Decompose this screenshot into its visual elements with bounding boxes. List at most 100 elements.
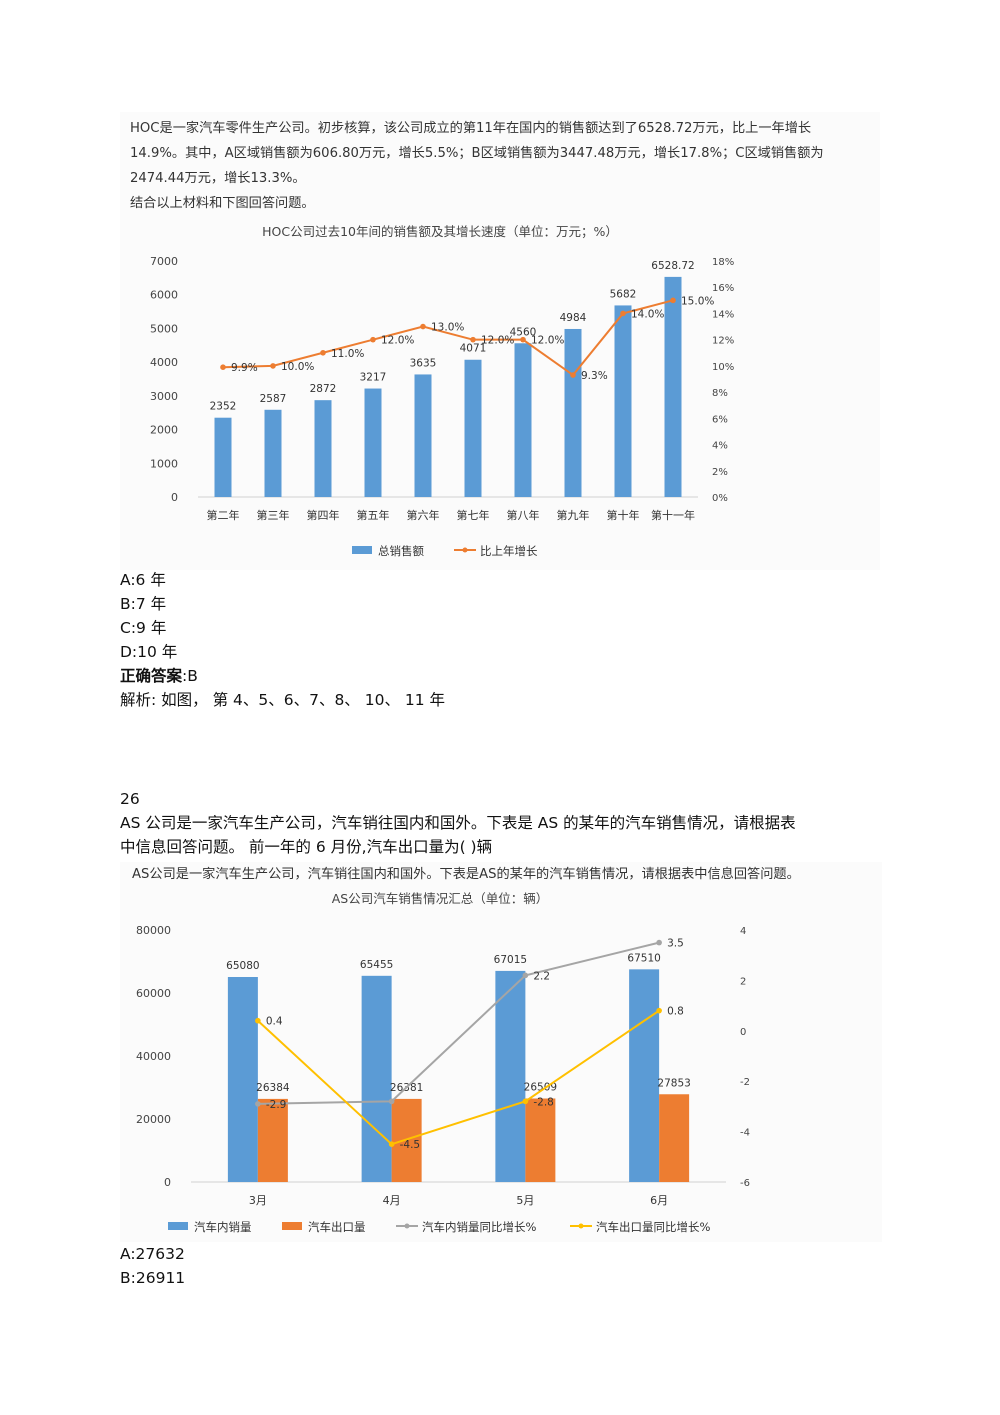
y-tick-label-left: 7000 [150, 255, 178, 268]
line-data-label: 13.0% [431, 322, 464, 334]
bar [495, 970, 526, 1182]
hoc-intro-line: 结合以上材料和下图回答问题。 [130, 196, 315, 211]
bar-data-label: 3635 [410, 357, 437, 369]
question-number: 26 [120, 790, 140, 808]
line-point [255, 1101, 261, 1107]
x-tick-label: 第七年 [457, 508, 490, 522]
legend-swatch-marker [462, 547, 468, 553]
line-data-label: 12.0% [381, 335, 414, 347]
hoc-intro-line: 2474.44万元，增长13.3%。 [130, 171, 306, 186]
y-tick-label-right: 16% [712, 283, 734, 294]
line-data-label: 11.0% [331, 348, 364, 360]
line-data-label: 9.3% [581, 370, 608, 382]
figure-as: AS公司是一家汽车生产公司，汽车销往国内和国外。下表是AS的某年的汽车销售情况，… [120, 862, 882, 1242]
line-data-label: 14.0% [631, 308, 664, 320]
bar-data-label: 2352 [210, 401, 237, 413]
bar-data-label: 2872 [310, 383, 337, 395]
bar [564, 328, 582, 497]
y-tick-label-left: 3000 [150, 390, 178, 403]
y-tick-label-left: 2000 [150, 424, 178, 437]
bar-data-label: 4560 [510, 326, 537, 338]
y-tick-label-left: 40000 [136, 1050, 171, 1063]
bar-data-label: 2587 [260, 393, 287, 405]
bar [214, 417, 232, 497]
x-tick-label: 5月 [516, 1194, 534, 1207]
line-data-label: -2.8 [533, 1096, 554, 1108]
line-point [370, 336, 376, 343]
hoc-intro-line: HOC是一家汽车零件生产公司。初步核算，该公司成立的第11年在国内的销售额达到了… [130, 121, 812, 136]
line-point [520, 336, 526, 343]
line-data-label: 12.0% [481, 335, 514, 347]
y-tick-label-left: 0 [164, 1176, 171, 1189]
x-tick-label: 第二年 [207, 508, 240, 522]
x-tick-label: 第五年 [357, 508, 390, 522]
legend-swatch [352, 546, 372, 554]
bar-data-label: 26384 [256, 1082, 290, 1094]
y-tick-label-left: 1000 [150, 457, 178, 470]
analysis: 解析: 如图， 第 4、5、6、7、8、 10、 11 年 [120, 691, 446, 709]
line-point [388, 1098, 395, 1105]
y-tick-label-right: 8% [712, 388, 728, 399]
hoc-intro: HOC是一家汽车零件生产公司。初步核算，该公司成立的第11年在国内的销售额达到了… [130, 116, 875, 216]
chart-title: AS公司汽车销售情况汇总（单位：辆） [332, 891, 549, 906]
bar [414, 374, 432, 497]
y-tick-label-right: 0 [740, 1027, 746, 1038]
line-point [620, 310, 626, 317]
y-tick-label-right: 6% [712, 414, 728, 425]
series-line [257, 941, 660, 1105]
legend-label: 总销售额 [378, 544, 424, 558]
question-text: 中信息回答问题。 前一年的 6 月份,汽车出口量为( )辆 [120, 838, 493, 856]
bar-data-label: 4071 [460, 343, 487, 355]
y-tick-label-left: 6000 [150, 289, 178, 302]
line-point [255, 1017, 261, 1024]
bar [514, 343, 532, 497]
legend-swatch [282, 1222, 302, 1230]
bar-data-label: 65455 [360, 959, 393, 971]
hoc-intro-line: 14.9%。其中，A区域销售额为606.80万元，增长5.5%；B区域销售额为3… [130, 146, 824, 161]
bar [391, 1098, 422, 1182]
x-tick-label: 3月 [249, 1194, 267, 1207]
bar [227, 976, 258, 1182]
y-tick-label-right: 0% [712, 493, 728, 504]
figure-hoc: HOC是一家汽车零件生产公司。初步核算，该公司成立的第11年在国内的销售额达到了… [120, 112, 880, 570]
line-point [522, 1098, 529, 1105]
y-tick-label-right: 18% [712, 257, 734, 268]
line-point [270, 363, 276, 369]
legend-swatch [168, 1222, 188, 1230]
line-data-label: 0.8 [667, 1006, 684, 1018]
y-tick-label-right: 4% [712, 441, 728, 452]
line-point [420, 323, 426, 330]
line-data-label: 10.0% [281, 361, 314, 373]
y-tick-label-right: -2 [740, 1077, 750, 1088]
line-data-label: 0.4 [266, 1016, 283, 1028]
line-point [220, 364, 226, 370]
bar-data-label: 67510 [627, 952, 660, 964]
bar [364, 388, 382, 497]
x-tick-label: 第四年 [307, 508, 340, 522]
y-tick-label-right: 12% [712, 336, 734, 347]
y-tick-label-right: -4 [740, 1128, 750, 1139]
bar-data-label: 65080 [226, 960, 259, 972]
line-point [656, 1007, 662, 1014]
bar-data-label: 5682 [610, 288, 637, 300]
y-tick-label-left: 60000 [136, 987, 171, 1000]
bar [629, 969, 660, 1182]
x-tick-label: 第三年 [257, 508, 290, 522]
line-data-label: -2.9 [266, 1099, 287, 1111]
as-figure-caption: AS公司是一家汽车生产公司，汽车销往国内和国外。下表是AS的某年的汽车销售情况，… [132, 867, 800, 882]
line-data-label: 2.2 [533, 970, 550, 982]
x-tick-label: 第八年 [507, 508, 540, 522]
y-tick-label-left: 80000 [136, 924, 171, 937]
x-tick-label: 4月 [383, 1194, 401, 1207]
x-tick-label: 6月 [650, 1194, 668, 1207]
option-a: A:6 年 [120, 571, 166, 589]
bar [264, 409, 282, 497]
option-c: C:9 年 [120, 619, 167, 637]
option-a: A:27632 [120, 1245, 185, 1263]
bar [361, 975, 392, 1182]
chart-title: HOC公司过去10年间的销售额及其增长速度（单位：万元；%） [262, 224, 618, 239]
hoc-sales-chart: HOC公司过去10年间的销售额及其增长速度（单位：万元；%） 0 1000 2000 3… [150, 224, 734, 558]
bar-data-label: 6528.72 [651, 260, 694, 272]
option-b: B:7 年 [120, 595, 167, 613]
line-data-label: -4.5 [400, 1139, 421, 1151]
